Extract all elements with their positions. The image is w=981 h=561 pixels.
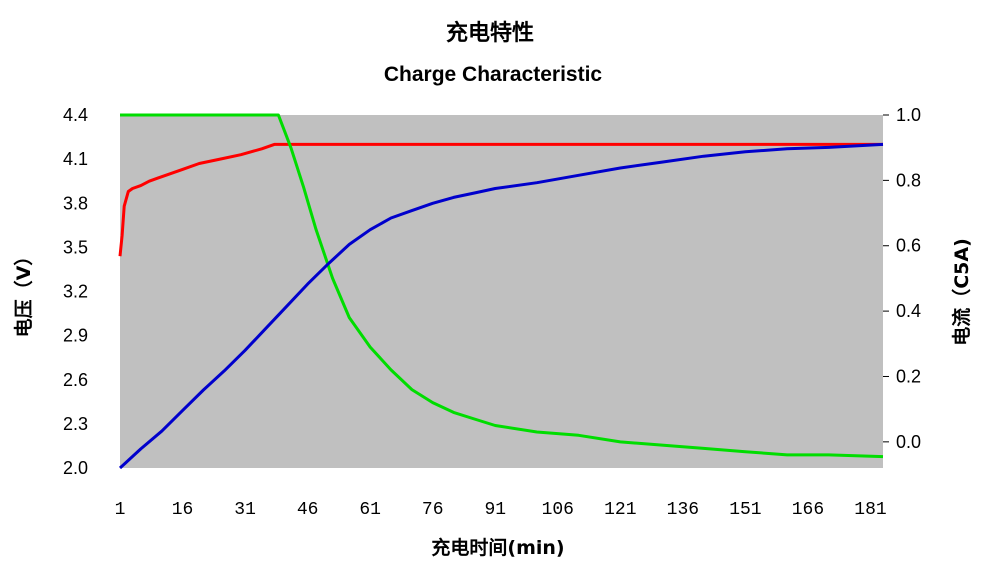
series-line-0 xyxy=(118,142,883,257)
left-y-axis-ticks: 2.0 2.3 2.6 2.9 3.2 3.5 3.8 4.1 4.4 xyxy=(63,105,88,478)
x-tick-label: 166 xyxy=(792,500,824,520)
x-tick-label: 31 xyxy=(234,500,256,520)
x-tick-label: 181 xyxy=(854,500,886,520)
x-tick-label: 61 xyxy=(359,500,381,520)
right-y-tick-label: 0.8 xyxy=(896,170,921,190)
series-line-1 xyxy=(120,113,884,459)
chart-subtitle: Charge Characteristic xyxy=(384,63,603,86)
right-y-tick-label: 0.6 xyxy=(896,236,921,256)
x-tick-label: 106 xyxy=(542,500,574,520)
left-y-tick-label: 4.1 xyxy=(63,149,88,169)
right-y-tick-label: 1.0 xyxy=(896,105,921,125)
left-y-tick-label: 3.2 xyxy=(63,282,88,302)
right-y-tick-label: 0.2 xyxy=(896,366,921,386)
x-tick-label: 1 xyxy=(115,500,126,520)
left-y-axis-label: 电压（V） xyxy=(12,247,35,338)
left-y-tick-label: 2.0 xyxy=(63,458,88,478)
right-y-axis-label: 电流（C5A) xyxy=(950,238,973,346)
series-lines xyxy=(118,113,884,470)
chart-title: 充电特性 xyxy=(446,20,534,46)
right-y-tick-label: 0.4 xyxy=(896,301,921,321)
x-tick-label: 46 xyxy=(297,500,319,520)
left-y-tick-label: 2.6 xyxy=(63,370,88,390)
right-y-axis-ticks: 0.0 0.2 0.4 0.6 0.8 1.0 xyxy=(883,105,921,452)
left-y-tick-label: 3.8 xyxy=(63,193,88,213)
x-tick-label: 76 xyxy=(422,500,444,520)
left-y-tick-label: 2.9 xyxy=(63,326,88,346)
x-tick-label: 16 xyxy=(172,500,194,520)
left-y-tick-label: 2.3 xyxy=(63,414,88,434)
x-tick-label: 136 xyxy=(667,500,699,520)
left-y-tick-label: 3.5 xyxy=(63,237,88,257)
series-line-2 xyxy=(118,142,884,470)
x-tick-label: 91 xyxy=(484,500,506,520)
x-tick-label: 151 xyxy=(729,500,761,520)
plot-area xyxy=(120,115,883,468)
left-y-tick-label: 4.4 xyxy=(63,105,88,125)
x-axis-ticks: 1 16 31 46 61 76 91 106 121 136 151 166 181 xyxy=(115,500,887,520)
x-axis-label: 充电时间(min) xyxy=(431,536,564,559)
x-tick-label: 121 xyxy=(604,500,636,520)
right-y-tick-label: 0.0 xyxy=(896,432,921,452)
